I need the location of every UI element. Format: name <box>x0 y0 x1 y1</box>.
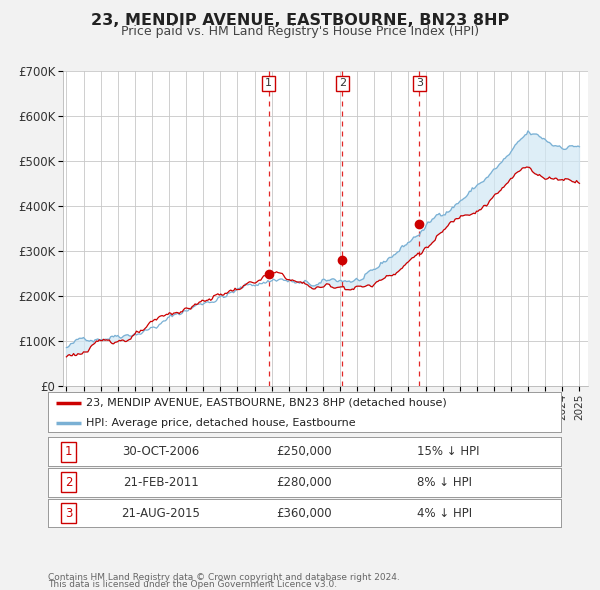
Text: 2: 2 <box>338 78 346 88</box>
Text: 30-OCT-2006: 30-OCT-2006 <box>122 445 199 458</box>
Text: 3: 3 <box>65 506 72 520</box>
Text: 1: 1 <box>65 445 72 458</box>
Text: £360,000: £360,000 <box>277 506 332 520</box>
Text: This data is licensed under the Open Government Licence v3.0.: This data is licensed under the Open Gov… <box>48 580 337 589</box>
Text: £280,000: £280,000 <box>277 476 332 489</box>
Text: 8% ↓ HPI: 8% ↓ HPI <box>418 476 472 489</box>
Text: Price paid vs. HM Land Registry's House Price Index (HPI): Price paid vs. HM Land Registry's House … <box>121 25 479 38</box>
Text: 1: 1 <box>265 78 272 88</box>
Text: HPI: Average price, detached house, Eastbourne: HPI: Average price, detached house, East… <box>86 418 356 428</box>
Text: £250,000: £250,000 <box>277 445 332 458</box>
Text: Contains HM Land Registry data © Crown copyright and database right 2024.: Contains HM Land Registry data © Crown c… <box>48 573 400 582</box>
Text: 21-FEB-2011: 21-FEB-2011 <box>123 476 199 489</box>
Text: 2: 2 <box>65 476 72 489</box>
Text: 23, MENDIP AVENUE, EASTBOURNE, BN23 8HP (detached house): 23, MENDIP AVENUE, EASTBOURNE, BN23 8HP … <box>86 398 447 408</box>
Text: 15% ↓ HPI: 15% ↓ HPI <box>418 445 480 458</box>
Text: 3: 3 <box>416 78 423 88</box>
Text: 21-AUG-2015: 21-AUG-2015 <box>121 506 200 520</box>
Text: 4% ↓ HPI: 4% ↓ HPI <box>418 506 472 520</box>
Text: 23, MENDIP AVENUE, EASTBOURNE, BN23 8HP: 23, MENDIP AVENUE, EASTBOURNE, BN23 8HP <box>91 13 509 28</box>
